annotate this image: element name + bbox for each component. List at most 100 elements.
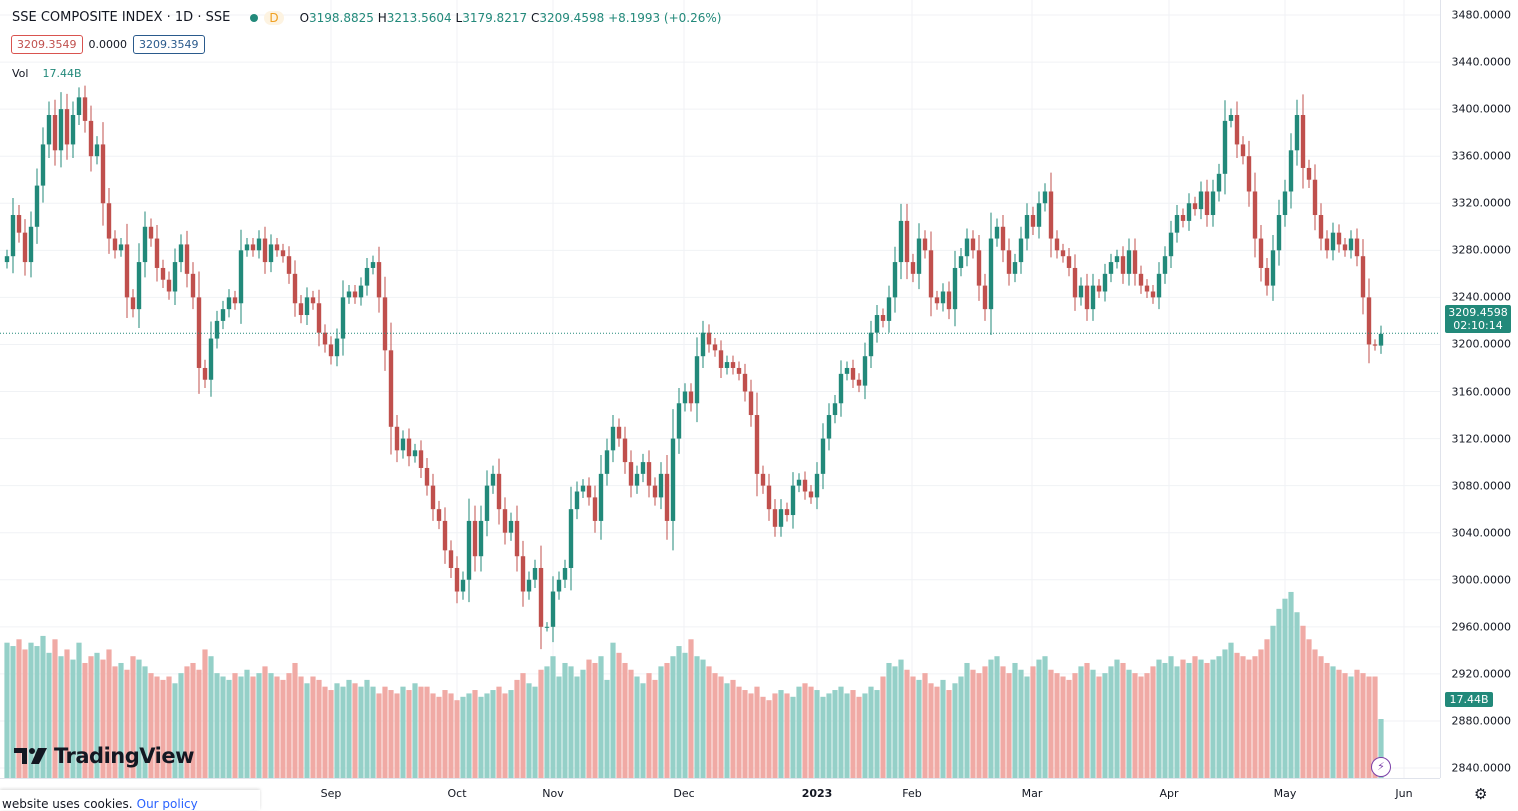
volume-bar	[808, 686, 814, 778]
volume-bar	[730, 679, 736, 778]
candle-body	[34, 185, 40, 227]
volume-bar	[574, 676, 580, 778]
candle-body	[364, 267, 370, 286]
candle-body	[1300, 115, 1306, 168]
volume-bar	[196, 669, 202, 778]
volume-bar	[136, 659, 142, 778]
volume-bar	[436, 696, 442, 778]
volume-bar	[1102, 673, 1108, 778]
candlestick-chart[interactable]	[0, 0, 1440, 778]
candle-body	[694, 356, 700, 404]
volume-bar	[1024, 676, 1030, 778]
price-axis[interactable]: 3480.0000 3440.0000 3400.0000 3360.0000 3320…	[1440, 0, 1518, 778]
chart-legend: SSE COMPOSITE INDEX · 1D · SSE D O3198.8…	[12, 10, 721, 25]
volume-bar	[94, 652, 100, 778]
candle-body	[916, 238, 922, 274]
delayed-badge[interactable]: D	[264, 10, 284, 25]
volume-bar	[1060, 676, 1066, 778]
volume-bar	[646, 673, 652, 778]
volume-bar	[1336, 669, 1342, 778]
volume-bar	[1144, 673, 1150, 778]
candle-body	[1138, 273, 1144, 286]
volume-bar	[406, 690, 412, 778]
candle-body	[982, 285, 988, 310]
symbol-title[interactable]: SSE COMPOSITE INDEX · 1D · SSE	[12, 10, 231, 25]
candle-body	[1060, 250, 1066, 257]
cookie-policy-link[interactable]: Our policy	[136, 797, 198, 810]
candle-body	[718, 350, 724, 368]
price-tick: 3000.0000	[1451, 573, 1512, 587]
sell-price-button[interactable]: 3209.3549	[11, 35, 83, 54]
tradingview-logo[interactable]: TradingView	[14, 744, 194, 768]
volume-bar	[1174, 666, 1180, 778]
volume-bar	[1216, 656, 1222, 778]
current-price: 3209.4598	[1448, 306, 1508, 320]
candle-body	[1162, 256, 1168, 274]
candle-body	[214, 320, 220, 339]
candle-body	[688, 391, 694, 404]
price-tick: 3080.0000	[1451, 479, 1512, 493]
volume-bar	[64, 649, 70, 778]
lightning-icon[interactable]: ⚡	[1371, 757, 1391, 777]
candle-body	[778, 509, 784, 527]
volume-bar	[268, 673, 274, 778]
time-label: Oct	[447, 787, 467, 800]
candle-body	[1000, 226, 1006, 251]
volume-label[interactable]: Vol	[12, 67, 29, 80]
price-tick: 2960.0000	[1451, 620, 1512, 634]
candle-body	[1174, 215, 1180, 233]
price-tick: 2840.0000	[1451, 761, 1512, 775]
candle-body	[616, 426, 622, 439]
time-label: Apr	[1159, 787, 1179, 800]
candle-body	[994, 226, 1000, 239]
candle-body	[406, 438, 412, 457]
volume-bar	[274, 676, 280, 778]
volume-bar	[1276, 608, 1282, 778]
price-tick: 3240.0000	[1451, 290, 1512, 304]
candle-body	[310, 297, 316, 304]
volume-bar	[1300, 625, 1306, 778]
volume-bar	[52, 639, 58, 778]
candle-body	[664, 473, 670, 521]
chart-plot-area[interactable]	[0, 0, 1440, 778]
buy-price-button[interactable]: 3209.3549	[133, 35, 205, 54]
volume-bar	[496, 686, 502, 778]
volume-bar	[166, 676, 172, 778]
volume-bar	[1342, 673, 1348, 778]
volume-bar	[382, 686, 388, 778]
volume-bar	[10, 646, 16, 778]
volume-bar	[364, 679, 370, 778]
candle-body	[1120, 256, 1126, 274]
volume-bar	[940, 679, 946, 778]
candle-body	[4, 256, 10, 263]
candle-body	[64, 109, 70, 145]
time-axis[interactable]: Sep Oct Nov Dec 2023 Feb Mar Apr May Jun	[0, 778, 1440, 811]
candle-body	[178, 244, 184, 263]
price-tick: 3360.0000	[1451, 149, 1512, 163]
volume-bar	[670, 656, 676, 778]
candle-body	[1084, 285, 1090, 310]
volume-bar	[1210, 659, 1216, 778]
volume-bar	[928, 683, 934, 778]
candle-body	[724, 362, 730, 368]
candle-body	[808, 491, 814, 498]
volume-bar	[616, 652, 622, 778]
candle-body	[640, 462, 646, 474]
volume-bar	[1312, 649, 1318, 778]
volume-bar	[118, 662, 124, 778]
volume-bar	[850, 690, 856, 778]
candle-body	[766, 485, 772, 510]
spread-value: 0.0000	[88, 38, 128, 51]
settings-gear-icon[interactable]: ⚙	[1474, 785, 1488, 803]
volume-bar	[1132, 673, 1138, 778]
candle-body	[862, 356, 868, 386]
volume-bar	[454, 700, 460, 778]
candle-body	[328, 344, 334, 357]
volume-bar	[706, 666, 712, 778]
price-tick: 3200.0000	[1451, 337, 1512, 351]
volume-bar	[112, 666, 118, 778]
candle-body	[928, 250, 934, 298]
volume-bar	[1294, 612, 1300, 778]
volume-bar	[22, 649, 28, 778]
candle-body	[796, 479, 802, 486]
